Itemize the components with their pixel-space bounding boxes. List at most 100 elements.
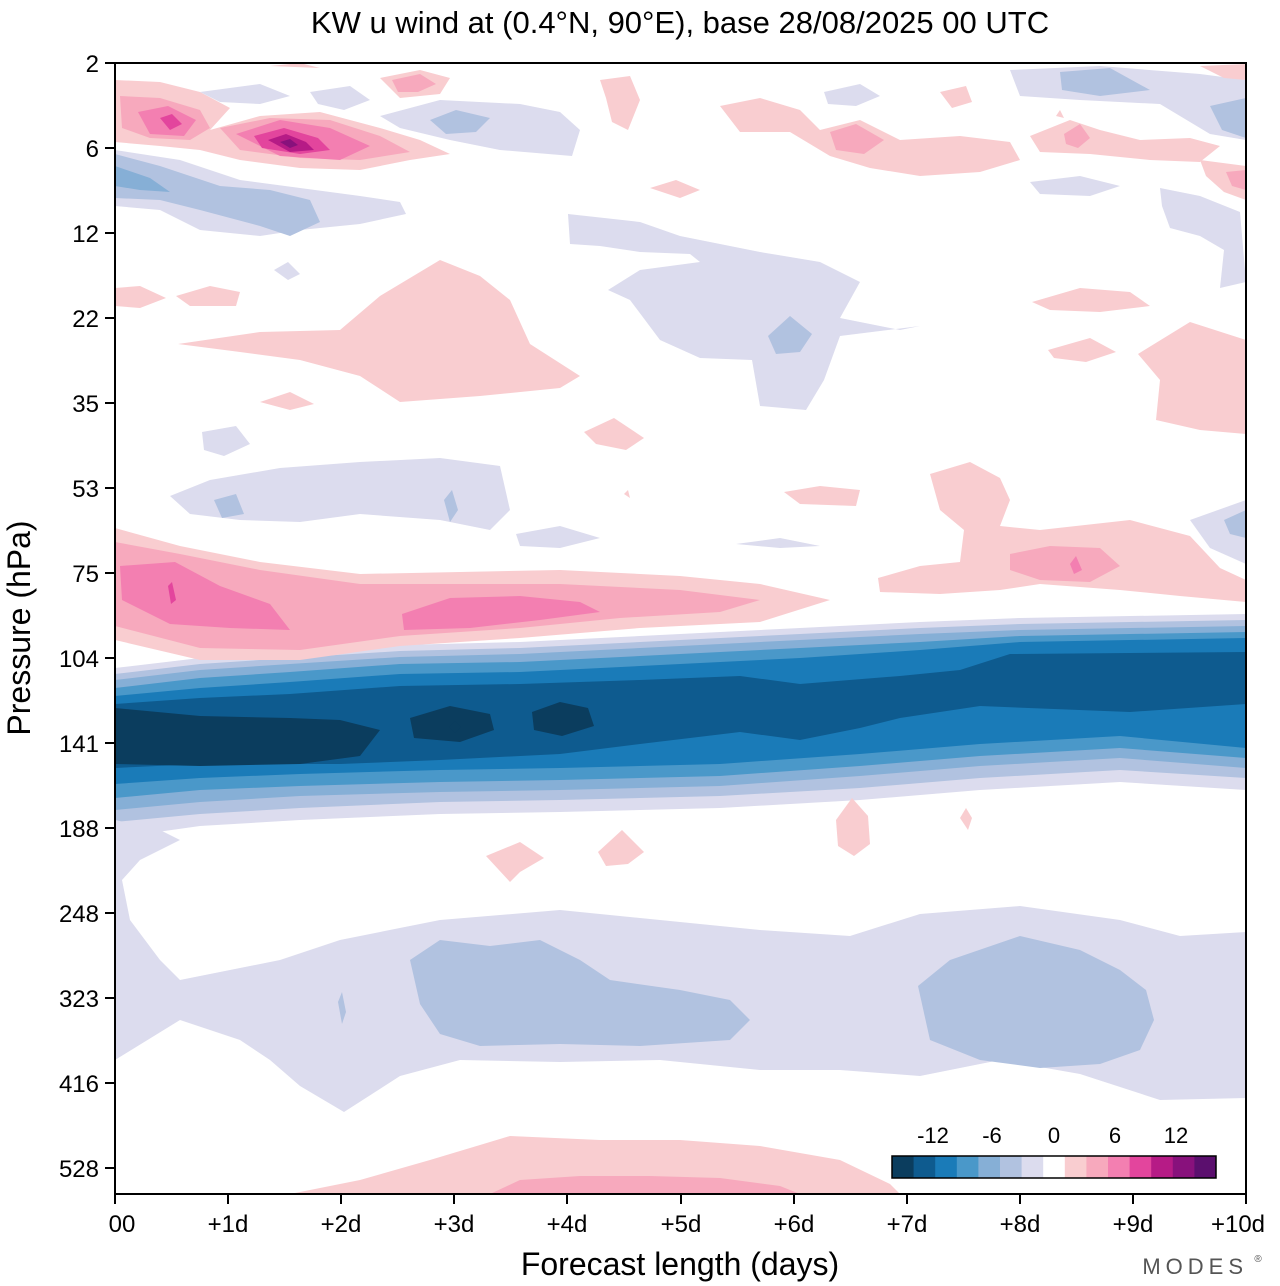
contour-mid-pos-7 <box>1032 288 1150 312</box>
contour-strat-neg-7 <box>310 86 370 110</box>
x-tick-label: +2d <box>321 1211 362 1238</box>
x-tick-label: +8d <box>1000 1211 1041 1238</box>
contour-mid-pos-2 <box>176 286 240 306</box>
colorbar-cell <box>935 1156 958 1178</box>
contour-trop-pos-1 <box>836 798 870 856</box>
contour-strat-pos-4 <box>160 114 182 130</box>
contour-trop-pos-2 <box>960 808 972 830</box>
y-tick-label: 35 <box>72 391 99 418</box>
contour-easterly-core-c <box>532 702 594 736</box>
contour-westerly-b3b <box>402 596 600 630</box>
registered-mark: ® <box>1254 1254 1262 1265</box>
y-tick-label: 416 <box>59 1071 99 1098</box>
contour-strat-pos-11 <box>1030 120 1220 162</box>
contour-lower-pos-2 <box>490 1176 800 1194</box>
contour-strat-neg-13 <box>1160 188 1246 288</box>
contour-strat-pos-18 <box>1200 64 1246 80</box>
colorbar-cell <box>1043 1156 1066 1178</box>
contour-strat-pos-16 <box>940 86 972 108</box>
contour-mid-pos-12 <box>1070 556 1082 574</box>
contour-mid-neg-2 <box>768 316 812 354</box>
contour-mid-pos-1 <box>115 286 166 308</box>
y-tick-label: 12 <box>72 221 99 248</box>
y-tick-label: 6 <box>86 136 99 163</box>
contour-trop-neg-2 <box>410 940 750 1046</box>
contour-strat-pos-15 <box>600 76 640 130</box>
x-axis: 00 +1d +2d +3d +4d +5d +6d +7d +8d +9d +… <box>109 1194 1265 1238</box>
contour-easterly-core-d <box>449 721 461 733</box>
contour-mid-pos-8 <box>1048 338 1116 362</box>
contour-mid-neg-6 <box>214 494 244 518</box>
y-tick-label: 248 <box>59 901 99 928</box>
y-tick-label: 528 <box>59 1156 99 1183</box>
x-axis-label: Forecast length (days) <box>521 1246 839 1282</box>
colorbar-cell <box>956 1156 979 1178</box>
contour-strat-pos-19 <box>270 63 320 68</box>
contour-mid-neg-1 <box>568 214 920 410</box>
x-tick-label: +7d <box>887 1211 928 1238</box>
contour-strat-pos-13 <box>1200 160 1246 200</box>
colorbar-cell <box>1172 1156 1195 1178</box>
contour-mid-pos-11 <box>1010 546 1120 582</box>
modes-logo-text: MODES <box>1142 1254 1248 1279</box>
x-tick-label: +1d <box>208 1211 249 1238</box>
contour-strat-pos-10 <box>830 124 884 154</box>
colorbar-label: 6 <box>1109 1123 1121 1148</box>
contour-strat-neg-2 <box>115 154 320 236</box>
colorbar-label: 0 <box>1048 1123 1060 1148</box>
contour-strat-neg-8 <box>1010 66 1246 140</box>
colorbar-frame <box>891 1155 1217 1179</box>
contour-mid-neg-4 <box>202 426 250 456</box>
contour-mid-pos-3 <box>178 260 580 402</box>
colorbar-cell <box>1021 1156 1044 1178</box>
contour-strat-neg-12 <box>1030 176 1120 196</box>
contour-mid-neg-5 <box>170 458 510 530</box>
colorbar-cell <box>1000 1156 1023 1178</box>
colorbar-cell <box>978 1156 1001 1178</box>
colorbar-cell <box>913 1156 936 1178</box>
contour-mid-neg-7 <box>444 490 458 522</box>
contour-strat-pos-8 <box>392 74 436 92</box>
contour-trop-neg-3 <box>918 936 1154 1068</box>
contour-mid-pos-4 <box>260 392 314 410</box>
contour-mid-pos-6 <box>784 486 860 506</box>
y-tick-label: 2 <box>86 51 99 78</box>
x-tick-label: +5d <box>661 1211 702 1238</box>
contour-mid-neg-8 <box>516 526 600 548</box>
y-axis: 2 6 12 22 35 53 75 104 141 188 248 323 4… <box>59 51 115 1183</box>
contour-lower-pos-1 <box>290 1136 900 1194</box>
contour-strat-neg-3 <box>115 166 170 192</box>
contour-mid-neg-9 <box>736 538 820 548</box>
contour-strat-neg-11 <box>824 84 880 106</box>
y-tick-label: 104 <box>59 646 99 673</box>
contour-strat-neg-10 <box>1210 98 1246 138</box>
colorbar-label: -12 <box>917 1123 949 1148</box>
y-tick-label: 188 <box>59 816 99 843</box>
contour-trop-neg-4 <box>338 992 346 1024</box>
colorbar-cell <box>1194 1156 1217 1178</box>
x-tick-label: +10d <box>1211 1211 1265 1238</box>
contour-strat-pos-6 <box>280 139 298 148</box>
contour-mid-pos-13 <box>624 490 630 498</box>
colorbar-cell <box>1129 1156 1152 1178</box>
contour-strat-pos-14 <box>1226 170 1246 190</box>
contour-strat-pos-17 <box>650 180 700 198</box>
y-axis-label: Pressure (hPa) <box>1 520 37 735</box>
x-tick-label: +6d <box>774 1211 815 1238</box>
contour-mid-neg-10 <box>1190 500 1246 564</box>
contour-trop-pos-3 <box>486 842 544 882</box>
contour-westerly-core <box>168 582 176 604</box>
contour-mid-neg-11 <box>1224 510 1246 538</box>
contour-strat-neg-9 <box>1060 68 1150 96</box>
contour-trop-pos-4 <box>598 830 644 866</box>
colorbar-label: -6 <box>982 1123 1002 1148</box>
contour-mid-pos-10 <box>878 462 1246 602</box>
contour-mid-pos-14 <box>1056 110 1064 118</box>
chart-title: KW u wind at (0.4°N, 90°E), base 28/08/2… <box>311 5 1049 40</box>
y-tick-label: 53 <box>72 476 99 503</box>
contour-strat-pos-12 <box>1064 124 1090 148</box>
contour-easterly-b6 <box>115 652 1246 768</box>
x-tick-label: +4d <box>547 1211 588 1238</box>
x-tick-label: 00 <box>109 1211 136 1238</box>
